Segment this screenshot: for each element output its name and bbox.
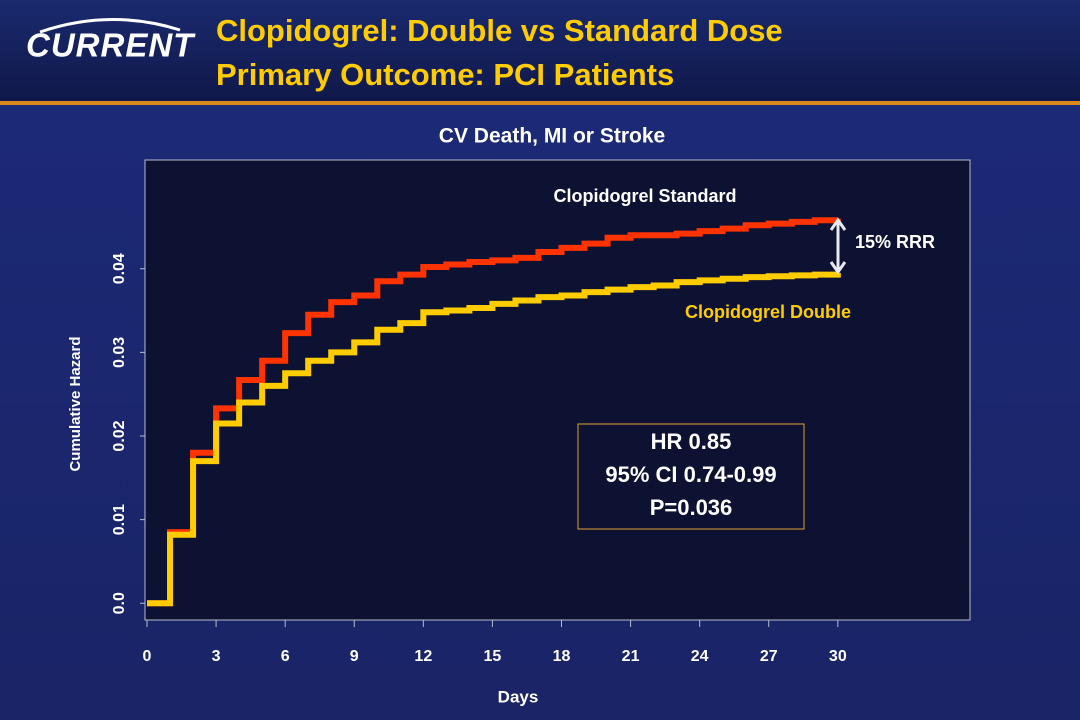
x-tick-label: 30 (829, 648, 847, 665)
x-axis-label: Days (498, 687, 539, 706)
x-tick-label: 6 (281, 648, 290, 665)
plot-area (144, 159, 971, 621)
x-tick-label: 3 (212, 648, 221, 665)
y-tick-label: 0.0 (111, 592, 128, 614)
header-band (0, 0, 1080, 102)
y-tick-label: 0.04 (111, 253, 128, 284)
y-tick-label: 0.02 (111, 420, 128, 451)
logo-arc (39, 17, 181, 34)
rrr-arrow (829, 217, 847, 275)
stats-line: P=0.036 (650, 495, 733, 520)
x-tick-label: 24 (691, 648, 709, 665)
step-line (147, 271, 841, 607)
y-tick-label: 0.01 (111, 504, 128, 535)
x-tick-label: 21 (622, 648, 640, 665)
x-tick-label: 12 (414, 648, 432, 665)
series-label: Clopidogrel Double (685, 302, 851, 322)
series-label: Clopidogrel Standard (553, 186, 736, 206)
x-tick-label: 0 (143, 648, 152, 665)
rrr-label: 15% RRR (855, 232, 935, 252)
x-tick-label: 18 (553, 648, 571, 665)
y-tick-label: 0.03 (111, 337, 128, 368)
step-line (147, 217, 841, 607)
logo: CURRENT (26, 27, 196, 64)
slide-title: Primary Outcome: PCI Patients (216, 57, 674, 92)
stats-line: HR 0.85 (651, 429, 732, 454)
x-tick-label: 9 (350, 648, 359, 665)
x-tick-label: 27 (760, 648, 778, 665)
x-tick-label: 15 (484, 648, 502, 665)
chart-title: CV Death, MI or Stroke (439, 125, 665, 148)
slide-title: Clopidogrel: Double vs Standard Dose (216, 13, 783, 48)
stats-line: 95% CI 0.74-0.99 (605, 462, 776, 487)
y-axis-label: Cumulative Hazard (67, 336, 84, 471)
header-rule (0, 101, 1080, 105)
stats-box (577, 423, 805, 530)
